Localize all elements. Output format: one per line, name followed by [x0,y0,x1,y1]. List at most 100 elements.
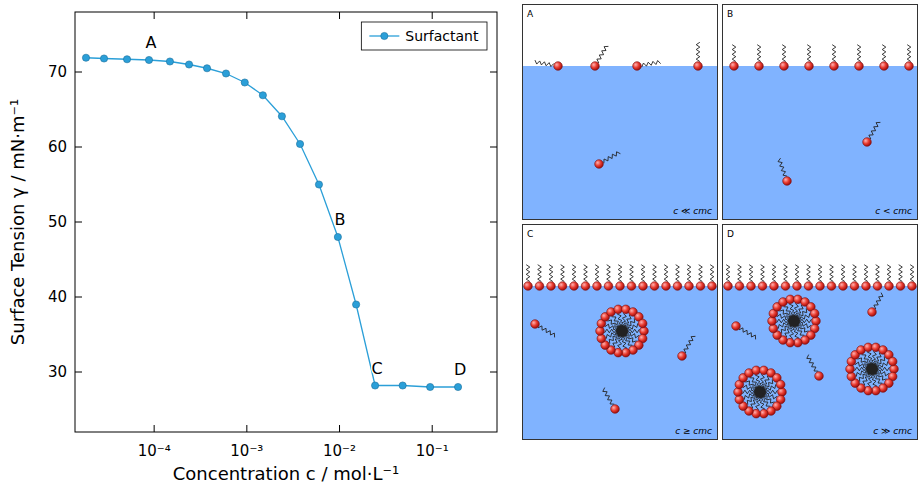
y-axis-title: Surface Tension γ / mN·m⁻¹ [7,99,28,345]
series-marker [399,382,406,389]
panel: Cc ≥ cmc [522,224,718,440]
panel: Dc ≫ cmc [722,224,918,440]
surfactant-head [863,138,872,147]
surfactant-tail [761,265,765,282]
surfactant-tail [864,265,868,282]
annotation: B [334,210,345,229]
y-tick-label: 30 [48,363,67,381]
surfactant-head [864,343,873,352]
surfactant-tail [763,390,777,394]
surfactant-tail [762,384,776,391]
surfactant-tail [664,265,668,282]
panel-letter: C [527,229,533,239]
series-marker [203,65,210,72]
surfactant-tail [732,45,736,62]
surfactant-head [639,282,648,291]
legend-box [361,22,487,50]
surfactant-tail [797,319,811,323]
plot-frame [75,12,497,432]
surfactant-tail [807,45,811,62]
surfactant-head [596,327,605,336]
surfactant-head [847,372,856,381]
surfactant-head [810,309,819,318]
surfactant-head [890,365,899,374]
y-tick-label: 70 [48,63,67,81]
panel-content [522,224,718,440]
panel-water [522,286,718,440]
surfactant-head [830,62,839,71]
surfactant-tail [617,314,623,328]
surfactant-head [896,282,905,291]
surfactant-head [755,62,764,71]
panel-caption: c ≪ cmc [673,206,712,216]
surfactant-tail [684,336,696,353]
surfactant-tail [739,328,756,340]
surfactant-head [804,282,813,291]
surfactant-tail [876,265,880,282]
y-tick-right [490,72,497,73]
y-tick [75,297,82,298]
surfactant-tail [618,265,622,282]
surfactant-tail [738,265,742,282]
surfactant-head [627,282,636,291]
surfactant-tail [699,265,703,282]
surfactant-head [694,62,703,71]
panel-border [523,225,718,440]
panel-air [722,4,918,220]
surfactant-head [855,62,864,71]
panel-caption: c < cmc [875,206,912,216]
surfactant-tail [561,265,565,282]
surfactant-tail [597,46,609,63]
surfactant-head [752,366,761,375]
legend-marker [381,32,388,39]
panel-air [522,224,718,440]
series-marker [353,301,360,308]
surfactant-head [793,282,802,291]
surfactant-head [888,357,897,366]
surfactant-head [696,282,705,291]
surfactant-tail [687,265,691,282]
surfactant-tail [795,265,799,282]
x-tick [339,425,340,432]
x-tick-label: 10⁻⁴ [138,442,171,460]
y-tick-label: 60 [48,138,67,156]
surfactant-tail [757,45,761,62]
x-tick [246,425,247,432]
panel-letter: B [727,9,733,19]
surfactant-tail [572,265,576,282]
surfactant-tail [624,323,638,330]
surfactant-head [730,62,739,71]
surfactant-head [724,282,733,291]
surfactant-head [783,177,792,186]
axes: 304050607010⁻⁴10⁻³10⁻²10⁻¹Concentration … [7,12,497,484]
panel-water [722,66,918,220]
surfactant-head [616,282,625,291]
panel-air [722,224,918,440]
surfactant-tail [710,265,714,282]
surfactant-head [805,62,814,71]
surfactant-head [885,282,894,291]
series-marker [145,56,152,63]
y-tick [75,372,82,373]
surfactant-head [558,282,567,291]
surfactant-head [880,62,889,71]
panel-letter: D [727,229,734,239]
surfactant-tail [882,45,886,62]
surfactant-head [770,282,779,291]
surfactant-head [638,319,647,328]
surfactant-tail [641,265,645,282]
surfactant-tail [853,265,857,282]
surfactant-tail [793,324,799,338]
surfactant-head [554,62,563,71]
surfactant-tail [549,265,553,282]
x-tick-top [432,12,433,19]
legend: Surfactant [361,22,487,50]
surfactant-head [732,322,741,331]
series-marker [454,383,461,390]
y-tick-right [490,297,497,298]
surfactant-tail [830,265,834,282]
series-marker [82,54,89,61]
surfactant-tail [789,304,795,318]
surfactant-head [781,282,790,291]
surfactant-tail [867,352,873,366]
